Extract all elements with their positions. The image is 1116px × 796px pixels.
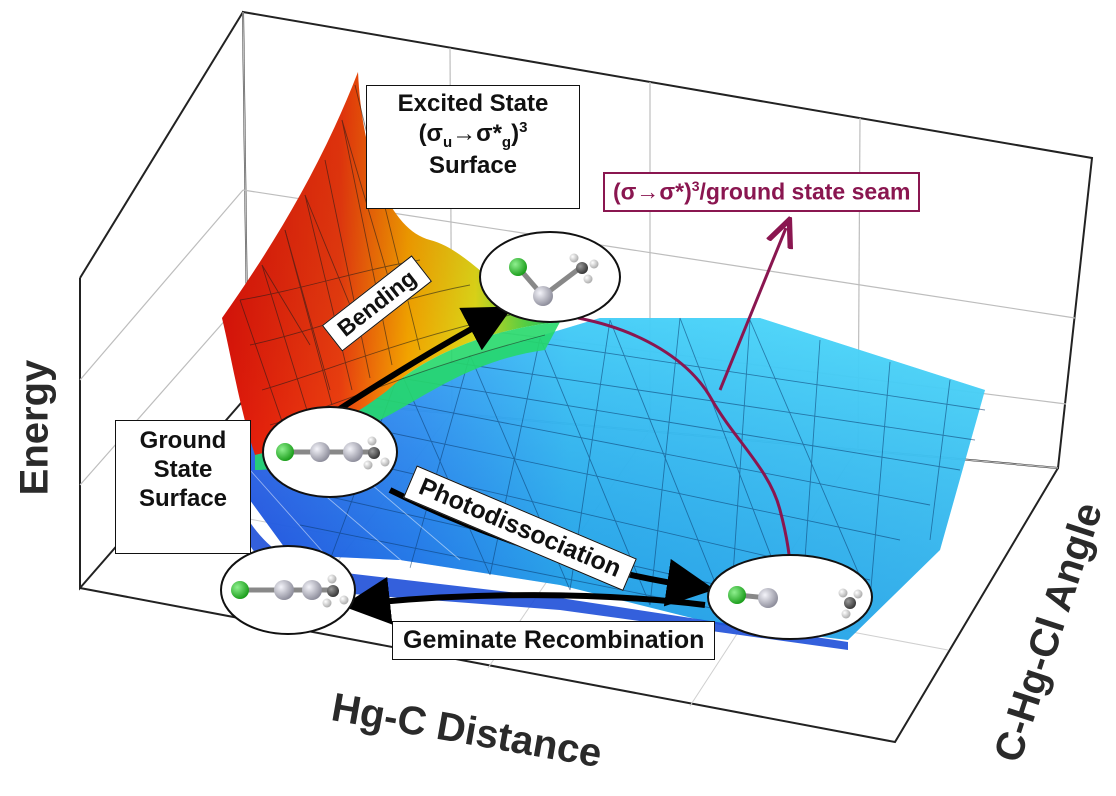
seam-curve	[577, 316, 792, 569]
y-axis-label: Energy	[12, 359, 57, 496]
molecule-linear-recombined	[220, 545, 356, 635]
excited-state-label: Excited State (σu→σ*g)3 Surface	[366, 85, 580, 209]
seam-label: (σ→σ*)3/ground state seam	[603, 172, 921, 212]
ground-line-2: State	[153, 455, 213, 483]
molecule-linear-ground	[262, 406, 398, 498]
molecule-dissociated	[707, 554, 873, 640]
geminate-recombination-label: Geminate Recombination	[392, 621, 716, 660]
ground-line-3: Surface	[138, 484, 228, 512]
molecule-bent	[479, 231, 621, 323]
ground-line-1: Ground	[139, 427, 227, 454]
excited-line-1: Excited State	[397, 90, 549, 117]
excited-line-2: (σu→σ*g)3	[418, 118, 528, 151]
excited-line-3: Surface	[428, 151, 518, 179]
bending-arrow	[333, 306, 513, 415]
ground-state-label: Ground State Surface	[115, 420, 251, 554]
seam-arrow	[718, 228, 786, 391]
geminate-recombination-arrow	[342, 576, 706, 625]
